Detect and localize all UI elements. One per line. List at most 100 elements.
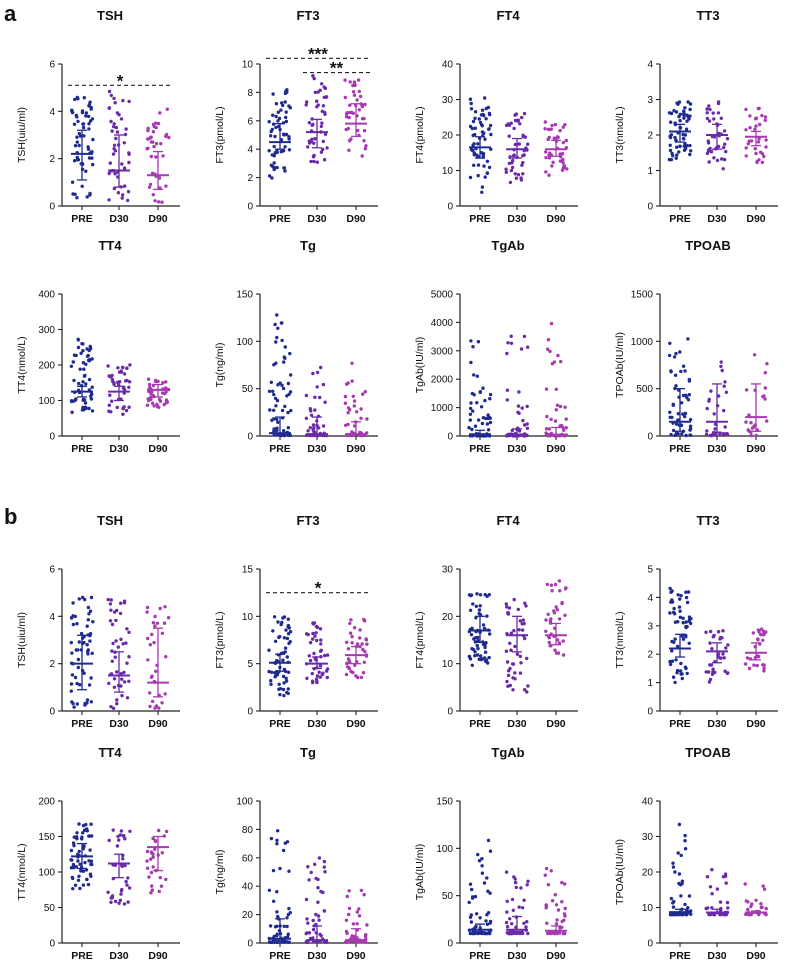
y-tick-label: 80 xyxy=(242,825,254,836)
data-point xyxy=(121,642,125,646)
data-point xyxy=(364,940,368,944)
data-point xyxy=(270,153,274,157)
data-point xyxy=(153,624,157,628)
data-point xyxy=(350,379,354,383)
data-point xyxy=(712,156,716,160)
data-point xyxy=(126,190,131,194)
data-point xyxy=(276,620,280,624)
data-point xyxy=(674,422,679,426)
y-tick-label: 0 xyxy=(647,432,653,443)
data-point xyxy=(508,155,512,159)
data-point xyxy=(74,648,79,652)
data-point xyxy=(562,164,566,168)
data-point xyxy=(74,865,79,869)
data-point xyxy=(478,120,483,125)
data-point xyxy=(286,625,290,629)
data-point xyxy=(282,681,286,685)
data-point xyxy=(673,680,677,685)
data-point xyxy=(347,889,351,893)
data-point xyxy=(69,364,74,368)
data-point xyxy=(364,933,368,937)
data-point xyxy=(160,851,164,855)
data-point xyxy=(152,144,156,149)
data-point xyxy=(267,888,272,892)
data-point xyxy=(549,417,553,421)
chart-title: TPOAB xyxy=(685,745,731,760)
x-tick-label: PRE xyxy=(469,213,491,225)
data-point xyxy=(675,153,679,157)
data-point xyxy=(284,628,288,632)
x-tick-label: D30 xyxy=(507,718,526,730)
data-point xyxy=(504,167,508,171)
data-point xyxy=(681,637,686,641)
x-tick-label: D30 xyxy=(707,213,726,225)
data-point xyxy=(480,190,484,194)
data-point xyxy=(485,171,490,175)
data-point xyxy=(706,141,711,145)
data-point xyxy=(688,417,693,422)
data-point xyxy=(273,671,277,675)
data-point xyxy=(323,870,327,874)
data-point xyxy=(107,106,111,111)
data-point xyxy=(150,401,155,405)
data-point xyxy=(556,908,561,912)
data-point xyxy=(674,138,678,143)
x-tick-label: PRE xyxy=(669,718,691,730)
data-point xyxy=(672,109,676,113)
data-point xyxy=(270,127,274,132)
data-point xyxy=(563,906,567,911)
data-point xyxy=(115,608,119,613)
data-point xyxy=(355,910,359,914)
data-point xyxy=(317,670,321,674)
data-point xyxy=(128,829,132,833)
data-point xyxy=(286,632,291,636)
data-point xyxy=(550,589,554,593)
data-point xyxy=(365,642,369,646)
data-point xyxy=(85,877,89,882)
data-point xyxy=(86,145,90,149)
data-point xyxy=(164,184,168,188)
data-point xyxy=(310,679,315,683)
data-point xyxy=(678,609,682,613)
significance-label: * xyxy=(117,71,124,90)
data-point xyxy=(153,847,157,851)
data-point xyxy=(86,114,91,119)
data-point xyxy=(484,641,488,645)
data-point xyxy=(744,154,748,158)
data-point xyxy=(477,859,482,863)
data-point xyxy=(71,841,76,845)
data-point xyxy=(287,940,291,944)
data-point xyxy=(521,160,525,165)
y-tick-label: 3 xyxy=(647,621,653,632)
data-point xyxy=(716,394,721,398)
x-tick-label: PRE xyxy=(269,443,291,455)
x-tick-label: D90 xyxy=(746,718,765,730)
data-point xyxy=(325,675,329,680)
data-point xyxy=(469,107,474,111)
data-point xyxy=(282,166,286,170)
data-point xyxy=(125,883,129,887)
data-point xyxy=(357,907,361,911)
data-point xyxy=(726,671,730,675)
data-point xyxy=(687,393,691,397)
data-point xyxy=(267,648,271,652)
data-point xyxy=(487,415,491,420)
data-point xyxy=(563,123,567,127)
data-point xyxy=(77,143,81,148)
data-point xyxy=(721,432,725,436)
data-point xyxy=(150,851,154,855)
data-point xyxy=(282,924,286,928)
data-point xyxy=(115,670,119,674)
data-point xyxy=(91,137,95,142)
chart-title: FT4 xyxy=(496,513,520,528)
data-point xyxy=(128,363,132,367)
data-point xyxy=(88,848,92,852)
data-point xyxy=(107,681,111,686)
data-point xyxy=(505,398,509,402)
data-point xyxy=(505,899,509,903)
data-point xyxy=(311,371,315,376)
data-point xyxy=(477,608,482,612)
data-point xyxy=(149,397,153,401)
